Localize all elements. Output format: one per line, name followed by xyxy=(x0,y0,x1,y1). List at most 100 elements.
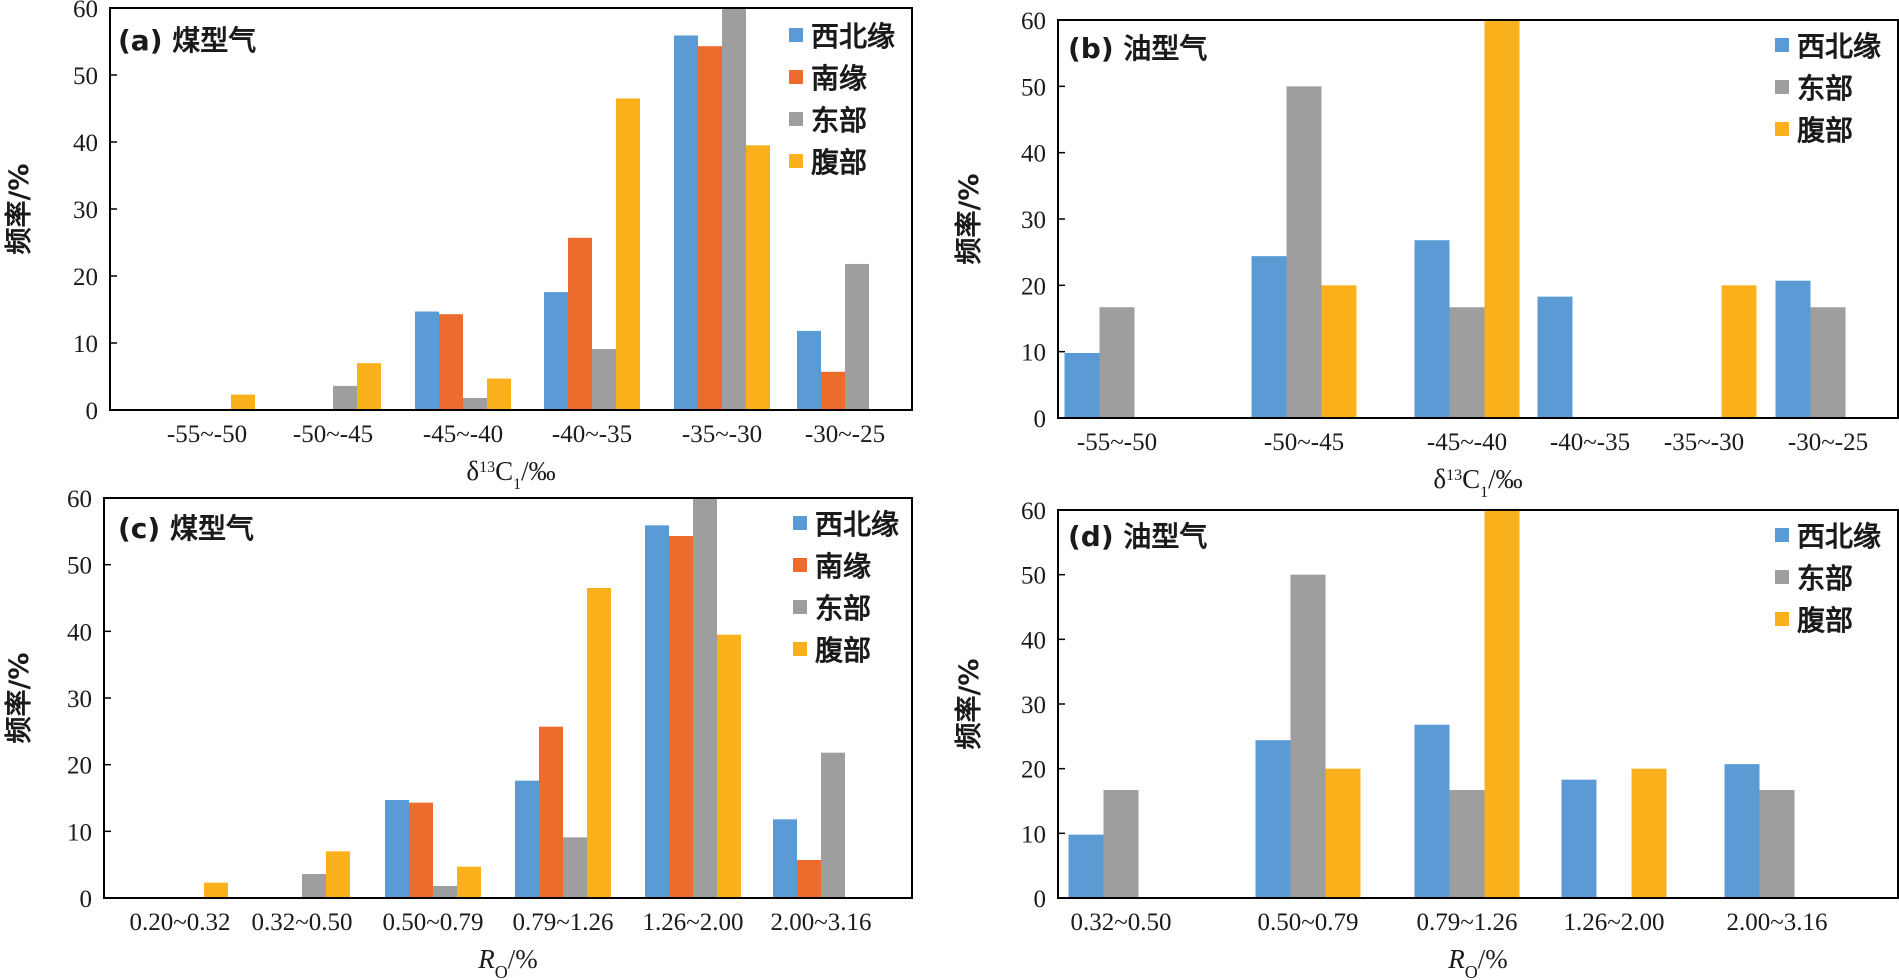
panel-b-bar-东部--55~-50 xyxy=(1099,307,1135,418)
panel-c-bar-腹部-1.26~2.00 xyxy=(717,634,741,898)
panel-a-bar-西北缘--40~-35 xyxy=(544,292,568,410)
panel-c-bar-东部-1.26~2.00 xyxy=(693,498,717,898)
panel-c: 0 10 20 30 40 50 60 0.20~0.32 0.32~0.50 0.50~0.79… xyxy=(3,486,913,980)
panel-a-x-tick-label: -45~-40 xyxy=(423,421,503,448)
panel-d-y-tick-label: 0 xyxy=(1034,886,1047,913)
panel-b-legend-label-腹部: 腹部 xyxy=(1797,114,1853,147)
panel-c-bar-腹部-0.20~0.32 xyxy=(204,882,228,898)
panel-a-x-tick-label: -55~-50 xyxy=(167,421,247,448)
panel-a-bar-南缘--40~-35 xyxy=(568,237,592,410)
panel-c-x-tick-label: 0.50~0.79 xyxy=(382,909,483,936)
panel-a-y-tick-label: 10 xyxy=(73,331,98,358)
panel-a-x-axis-label: δ13C1/‰ xyxy=(466,456,555,493)
panel-d-bar-东部-0.79~1.26 xyxy=(1449,790,1485,898)
panel-b-x-tick-label: -50~-45 xyxy=(1264,429,1344,456)
panel-c-y-axis-label: 频率/% xyxy=(3,653,35,744)
panel-d-legend-swatch-东部 xyxy=(1775,570,1789,584)
panel-a-bar-西北缘--35~-30 xyxy=(674,35,698,410)
panel-a-legend-label-腹部: 腹部 xyxy=(811,146,867,179)
panel-c-x-tick-label: 0.79~1.26 xyxy=(512,909,613,936)
panel-a-y-tick-label: 30 xyxy=(73,197,98,224)
panel-c-legend-swatch-东部 xyxy=(793,600,807,614)
panel-c-legend-swatch-南缘 xyxy=(793,558,807,572)
panel-b-y-tick-label: 50 xyxy=(1021,74,1046,101)
panel-c-bar-西北缘-0.79~1.26 xyxy=(515,780,539,898)
panel-d-x-tick-label: 0.32~0.50 xyxy=(1070,909,1171,936)
panel-a-y-axis-label: 频率/% xyxy=(3,164,35,255)
panel-b-y-axis-label: 频率/% xyxy=(953,174,985,265)
panel-a-bar-腹部--40~-35 xyxy=(616,98,640,410)
panel-c-bar-南缘-2.00~3.16 xyxy=(797,860,821,898)
panel-c-y-tick-label: 0 xyxy=(80,886,93,913)
panel-b-bar-东部--50~-45 xyxy=(1286,86,1322,418)
panel-c-x-axis-label: RO/% xyxy=(477,944,538,980)
panel-a-bar-东部--45~-40 xyxy=(463,397,487,410)
panel-b-legend-swatch-西北缘 xyxy=(1775,38,1789,52)
panel-d-y-axis-label: 频率/% xyxy=(953,659,985,750)
panel-b-x-tick-label: -55~-50 xyxy=(1077,429,1157,456)
panel-a-legend-swatch-西北缘 xyxy=(789,28,803,42)
panel-c-bar-南缘-0.79~1.26 xyxy=(539,726,563,898)
panel-d-bar-腹部-0.50~0.79 xyxy=(1325,768,1361,898)
panel-c-title: (c) 煤型气 xyxy=(118,512,254,545)
panel-b-legend-swatch-东部 xyxy=(1775,80,1789,94)
panel-a-bar-腹部--45~-40 xyxy=(487,378,511,410)
panel-a-bar-东部--35~-30 xyxy=(722,8,746,410)
panel-d-y-tick-label: 30 xyxy=(1021,692,1046,719)
panel-a-title: (a) 煤型气 xyxy=(118,24,256,57)
panel-a-y-tick-label: 40 xyxy=(73,130,98,157)
panel-b-y-tick-label: 10 xyxy=(1021,340,1046,367)
panel-c-y-tick-label: 50 xyxy=(67,553,92,580)
panel-a-legend-label-东部: 东部 xyxy=(811,104,867,137)
panel-c-legend-label-西北缘: 西北缘 xyxy=(815,508,899,541)
panel-a-y-tick-label: 50 xyxy=(73,63,98,90)
panel-b-bar-东部--30~-25 xyxy=(1810,307,1846,418)
panel-d-bar-西北缘-0.50~0.79 xyxy=(1255,740,1291,898)
panel-a-bar-东部--40~-35 xyxy=(592,349,616,410)
panel-d-bar-西北缘-2.00~3.16 xyxy=(1724,764,1760,898)
panel-c-y-tick-label: 30 xyxy=(67,686,92,713)
panel-a-bar-西北缘--30~-25 xyxy=(797,330,821,410)
panel-a-bar-南缘--35~-30 xyxy=(698,46,722,410)
panel-a-legend-label-西北缘: 西北缘 xyxy=(811,20,895,53)
panel-c-y-tick-label: 40 xyxy=(67,619,92,646)
panel-c-y-tick-label: 20 xyxy=(67,753,92,780)
panel-a-x-tick-label: -35~-30 xyxy=(682,421,762,448)
panel-a-bar-东部--50~-45 xyxy=(333,385,357,410)
panel-b-x-tick-label: -30~-25 xyxy=(1788,429,1868,456)
panel-b-legend-label-西北缘: 西北缘 xyxy=(1797,30,1881,63)
panel-a-bar-腹部--35~-30 xyxy=(746,145,770,410)
panel-b-y-tick-label: 30 xyxy=(1021,207,1046,234)
panel-d-x-tick-label: 0.50~0.79 xyxy=(1257,909,1358,936)
panel-d-legend-swatch-西北缘 xyxy=(1775,528,1789,542)
panel-a-x-tick-label: -30~-25 xyxy=(805,421,885,448)
panel-d-legend-label-腹部: 腹部 xyxy=(1797,604,1853,637)
panel-b-bar-西北缘--55~-50 xyxy=(1064,352,1100,418)
panel-c-x-tick-label: 0.32~0.50 xyxy=(251,909,352,936)
panel-c-bar-东部-0.79~1.26 xyxy=(563,837,587,898)
panel-c-legend-swatch-西北缘 xyxy=(793,516,807,530)
panel-c-bar-南缘-0.50~0.79 xyxy=(409,802,433,898)
panel-c-bar-腹部-0.32~0.50 xyxy=(326,851,350,898)
panel-b-bar-西北缘--45~-40 xyxy=(1414,240,1450,418)
panel-d-bar-西北缘-0.79~1.26 xyxy=(1414,724,1450,898)
panel-d-bar-腹部-0.79~1.26 xyxy=(1484,510,1520,898)
panel-c-bar-腹部-0.79~1.26 xyxy=(587,588,611,898)
panel-c-legend-label-东部: 东部 xyxy=(815,592,871,625)
panel-b-x-tick-label: -40~-35 xyxy=(1550,429,1630,456)
panel-b-bar-腹部--50~-45 xyxy=(1321,285,1357,418)
panel-b-title: (b) 油型气 xyxy=(1068,32,1207,65)
panel-a-y-tick-label: 60 xyxy=(73,0,98,23)
panel-a-bar-腹部--55~-50 xyxy=(231,394,255,410)
panel-a-bar-腹部--50~-45 xyxy=(357,363,381,410)
panel-d-legend-label-西北缘: 西北缘 xyxy=(1797,520,1881,553)
panel-d-y-tick-label: 20 xyxy=(1021,757,1046,784)
panel-d-bar-东部-2.00~3.16 xyxy=(1759,790,1795,898)
panel-c-x-tick-label: 0.20~0.32 xyxy=(129,909,230,936)
panel-a-legend-label-南缘: 南缘 xyxy=(811,62,867,95)
panel-d-bar-东部-0.32~0.50 xyxy=(1103,790,1139,898)
panel-c-bar-东部-0.50~0.79 xyxy=(433,886,457,898)
panel-d-bar-东部-0.50~0.79 xyxy=(1290,574,1326,898)
panel-d-y-tick-label: 50 xyxy=(1021,563,1046,590)
panel-c-bar-西北缘-0.50~0.79 xyxy=(385,800,409,898)
